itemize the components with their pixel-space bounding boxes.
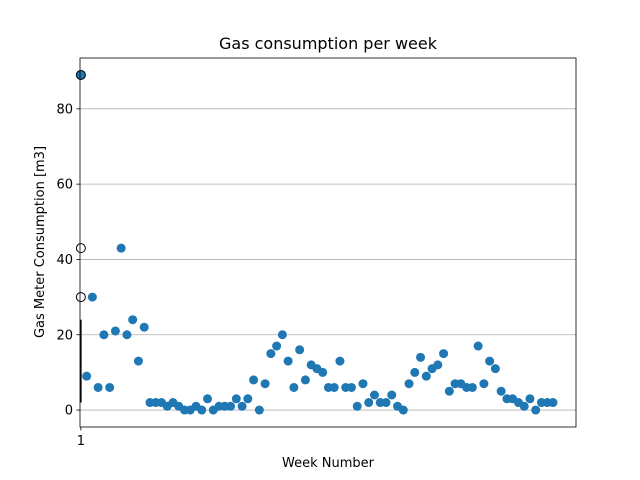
data-point: [410, 367, 420, 377]
data-point: [467, 382, 477, 392]
data-point: [352, 401, 362, 411]
data-point: [433, 360, 443, 370]
data-point: [398, 405, 408, 415]
y-tick-label: 0: [65, 404, 73, 419]
y-gridlines: [80, 108, 576, 411]
data-point: [116, 243, 126, 253]
data-point: [110, 326, 120, 336]
data-point: [260, 379, 270, 389]
data-point: [496, 386, 506, 396]
data-point: [473, 341, 483, 351]
data-point: [87, 292, 97, 302]
data-point: [387, 390, 397, 400]
data-point: [272, 341, 282, 351]
outlier-point: [75, 243, 86, 254]
y-tick-label: 20: [56, 328, 73, 343]
data-point: [364, 398, 374, 408]
chart-title: Gas consumption per week: [219, 34, 438, 53]
data-point: [226, 401, 236, 411]
data-point: [93, 382, 103, 392]
data-point: [243, 394, 253, 404]
data-point: [404, 379, 414, 389]
data-point: [231, 394, 241, 404]
data-point: [283, 356, 293, 366]
data-point: [197, 405, 207, 415]
data-point: [346, 382, 356, 392]
x-tick-label: 1: [77, 434, 85, 449]
y-tick-label: 40: [56, 253, 73, 268]
data-point: [128, 315, 138, 325]
data-point: [318, 367, 328, 377]
data-point: [490, 364, 500, 374]
data-point: [444, 386, 454, 396]
data-point: [548, 398, 558, 408]
data-point: [519, 401, 529, 411]
data-point: [295, 345, 305, 355]
data-point: [358, 379, 368, 389]
axis-ticks: 0 20 40 60 80 1: [56, 102, 85, 449]
data-point: [479, 379, 489, 389]
outlier-point: [75, 69, 86, 80]
y-tick-label: 60: [56, 178, 73, 193]
data-point: [249, 375, 259, 385]
y-axis-label: Gas Meter Consumption [m3]: [33, 146, 48, 338]
data-point: [381, 398, 391, 408]
data-point: [82, 371, 92, 381]
data-point: [122, 330, 132, 340]
data-point: [99, 330, 109, 340]
data-point: [485, 356, 495, 366]
data-point: [329, 382, 339, 392]
data-point: [76, 70, 86, 80]
data-point: [531, 405, 541, 415]
x-axis-label: Week Number: [282, 456, 375, 471]
data-point: [266, 349, 276, 359]
data-point: [525, 394, 535, 404]
data-point: [300, 375, 310, 385]
data-point: [289, 382, 299, 392]
data-point: [133, 356, 143, 366]
data-point: [139, 322, 149, 332]
data-points: [75, 69, 558, 415]
data-point: [421, 371, 431, 381]
y-tick-label: 80: [56, 102, 73, 117]
data-point: [369, 390, 379, 400]
plot-area-frame: [79, 57, 577, 428]
data-point: [416, 352, 426, 362]
data-point: [105, 382, 115, 392]
data-point: [335, 356, 345, 366]
outlier-point: [75, 292, 86, 303]
data-point: [203, 394, 213, 404]
data-point: [237, 401, 247, 411]
data-point: [277, 330, 287, 340]
data-point: [439, 349, 449, 359]
data-point: [254, 405, 264, 415]
